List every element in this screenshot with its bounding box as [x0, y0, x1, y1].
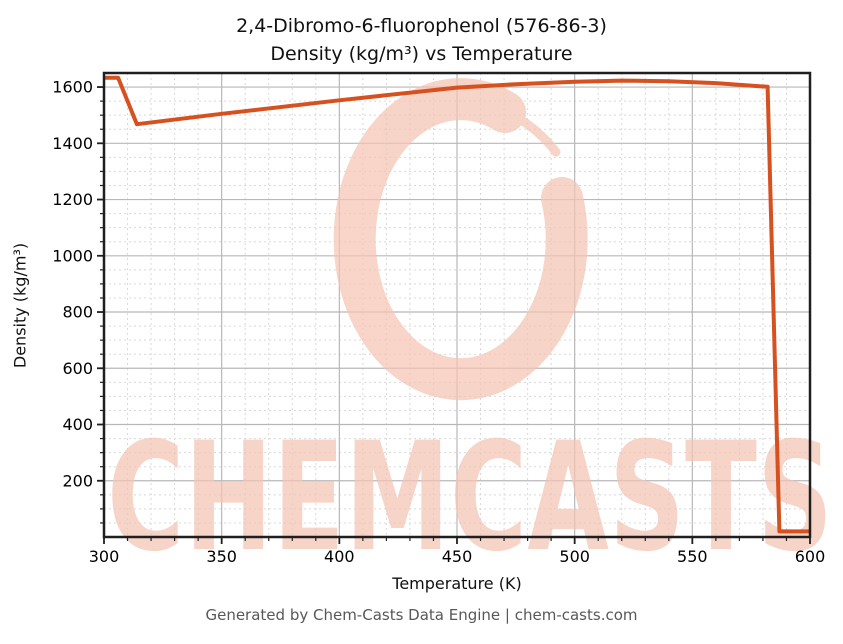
- x-tick-label: 400: [324, 547, 355, 566]
- brush-accent-right-icon: [560, 190, 586, 318]
- brush-ring-logo: [333, 78, 588, 401]
- x-axis-label: Temperature (K): [392, 574, 522, 593]
- watermark-text: CHEMCASTS: [107, 411, 833, 585]
- chart-title: 2,4-Dibromo-6-fluorophenol (576-86-3) De…: [0, 12, 843, 68]
- y-tick-label: 1000: [52, 246, 93, 265]
- x-tick-label: 450: [442, 547, 473, 566]
- x-tick-label: 550: [677, 547, 708, 566]
- chart-title-line2: Density (kg/m³) vs Temperature: [270, 43, 573, 65]
- y-axis-label: Density (kg/m³): [10, 242, 30, 369]
- y-tick-label: 800: [62, 303, 93, 322]
- y-tick-label: 1400: [52, 134, 93, 153]
- chart-title-line1: 2,4-Dibromo-6-fluorophenol (576-86-3): [236, 15, 607, 37]
- x-tick-label: 500: [559, 547, 590, 566]
- y-tick-label: 1200: [52, 190, 93, 209]
- x-tick-label: 350: [206, 547, 237, 566]
- series-line-density: [104, 75, 810, 534]
- y-tick-label: 1600: [52, 78, 93, 97]
- y-tick-label: 600: [62, 359, 93, 378]
- footer-credit: Generated by Chem-Casts Data Engine | ch…: [205, 606, 638, 624]
- watermark: CHEMCASTS: [107, 78, 833, 585]
- brush-accent-top-icon: [463, 97, 561, 157]
- y-tick-label: 400: [62, 415, 93, 434]
- x-tick-label: 600: [795, 547, 826, 566]
- x-tick-label: 300: [89, 547, 120, 566]
- y-tick-label: 200: [62, 471, 93, 490]
